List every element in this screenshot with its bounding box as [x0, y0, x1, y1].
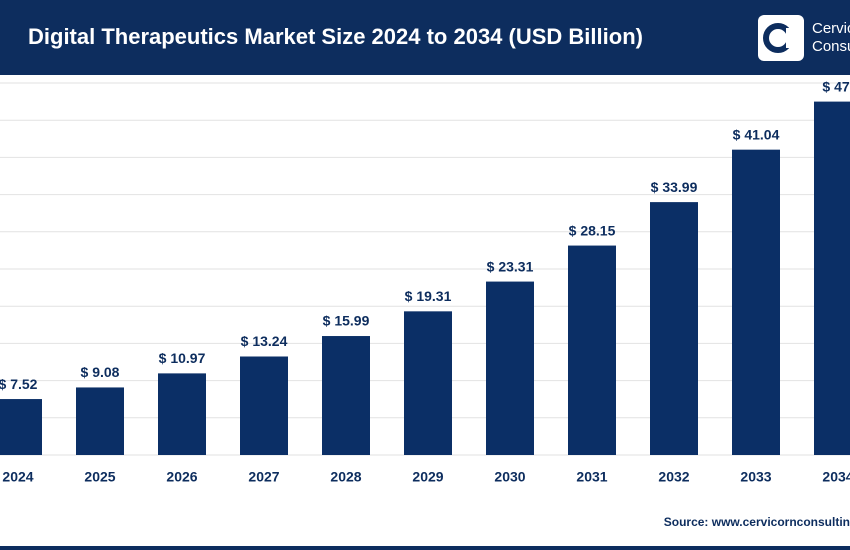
x-tick-label: 2034 — [822, 469, 850, 485]
value-label: $ 7.52 — [0, 376, 38, 392]
value-label: $ 9.08 — [81, 364, 120, 380]
bar — [322, 336, 370, 455]
x-tick-label: 2028 — [330, 469, 361, 485]
value-label: $ 19.31 — [405, 288, 452, 304]
value-label: $ 28.15 — [569, 222, 616, 238]
x-tick-label: 2033 — [740, 469, 771, 485]
x-tick-label: 2025 — [84, 469, 115, 485]
value-label: $ 47. — [822, 78, 850, 94]
value-label: $ 13.24 — [241, 333, 288, 349]
bar — [76, 387, 124, 455]
footer-bar — [0, 546, 850, 550]
logo-text: Consu — [812, 38, 850, 55]
bar — [650, 202, 698, 455]
value-label: $ 10.97 — [159, 350, 206, 366]
value-label: $ 33.99 — [651, 179, 698, 195]
header-bar — [0, 0, 850, 75]
bar — [568, 245, 616, 455]
bar — [0, 399, 42, 455]
bar — [486, 281, 534, 455]
bar — [240, 356, 288, 455]
bar — [732, 149, 780, 455]
x-tick-label: 2032 — [658, 469, 689, 485]
x-tick-label: 2031 — [576, 469, 607, 485]
x-tick-label: 2030 — [494, 469, 525, 485]
bar — [404, 311, 452, 455]
bar — [814, 101, 850, 455]
logo-text: Cervic — [812, 20, 850, 37]
bar — [158, 373, 206, 455]
x-tick-label: 2029 — [412, 469, 443, 485]
x-tick-label: 2027 — [248, 469, 279, 485]
source: Source: www.cervicornconsultin — [664, 515, 850, 529]
value-label: $ 41.04 — [733, 126, 780, 142]
x-tick-label: 2024 — [2, 469, 33, 485]
x-tick-label: 2026 — [166, 469, 197, 485]
value-label: $ 15.99 — [323, 313, 370, 329]
chart-title: Digital Therapeutics Market Size 2024 to… — [28, 24, 643, 49]
logo-gap — [786, 28, 798, 48]
value-label: $ 23.31 — [487, 258, 534, 274]
